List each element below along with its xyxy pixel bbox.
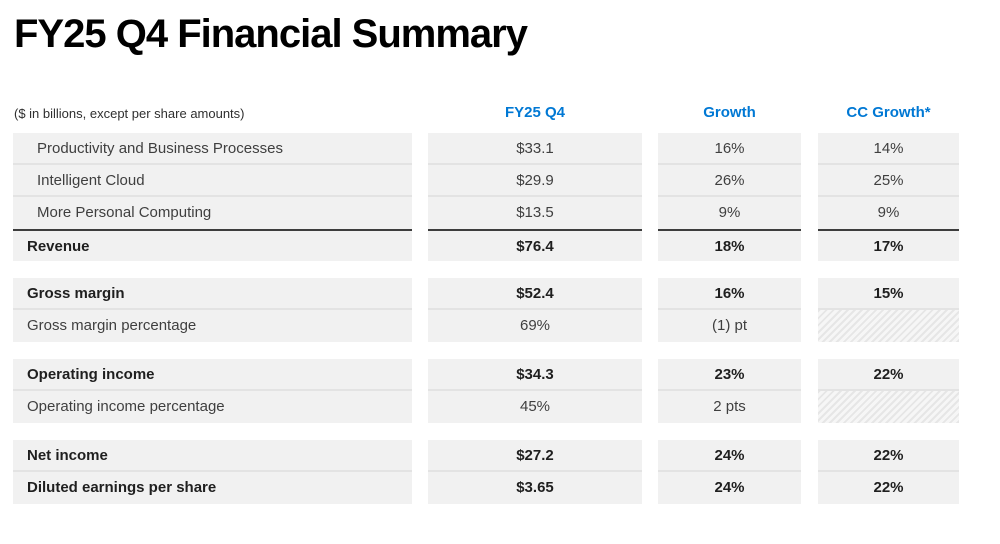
value-cell-growth: 16% — [658, 133, 801, 165]
row-label: Productivity and Business Processes — [13, 133, 412, 165]
value-cell-growth: 9% — [658, 197, 801, 229]
column-header-fy25-q4: FY25 Q4 — [504, 104, 566, 121]
table-row: Diluted earnings per share $3.65 24% 22% — [13, 472, 1000, 504]
row-label: Diluted earnings per share — [13, 472, 412, 504]
value-cell-fy25-q4: $27.2 — [428, 440, 642, 472]
value-cell-fy25-q4: $29.9 — [428, 165, 642, 197]
section-net-income: Net income $27.2 24% 22% Diluted earning… — [13, 440, 1000, 504]
table-row: Net income $27.2 24% 22% — [13, 440, 1000, 472]
row-label: Operating income — [13, 359, 412, 391]
value-cell-growth: 24% — [658, 472, 801, 504]
value-cell-fy25-q4: $13.5 — [428, 197, 642, 229]
value-cell-cc-growth: 17% — [818, 229, 959, 261]
units-note: ($ in billions, except per share amounts… — [14, 106, 245, 121]
value-cell-cc-growth: 25% — [818, 165, 959, 197]
slide: FY25 Q4 Financial Summary ($ in billions… — [0, 10, 1000, 544]
value-cell-cc-growth: 15% — [818, 278, 959, 310]
value-cell-growth: 24% — [658, 440, 801, 472]
row-label: Revenue — [13, 229, 412, 261]
table-row: More Personal Computing $13.5 9% 9% — [13, 197, 1000, 229]
column-header-cc-growth: CC Growth* — [846, 104, 931, 121]
value-cell-growth: 26% — [658, 165, 801, 197]
row-label: Operating income percentage — [13, 391, 412, 423]
table-row: Intelligent Cloud $29.9 26% 25% — [13, 165, 1000, 197]
value-cell-growth: 23% — [658, 359, 801, 391]
table-row: Operating income percentage 45% 2 pts — [13, 391, 1000, 423]
page-title: FY25 Q4 Financial Summary — [14, 12, 528, 56]
financial-table: ($ in billions, except per share amounts… — [13, 101, 1000, 504]
table-row: Gross margin $52.4 16% 15% — [13, 278, 1000, 310]
table-header-row: ($ in billions, except per share amounts… — [13, 101, 1000, 121]
row-label: More Personal Computing — [13, 197, 412, 229]
value-cell-fy25-q4: $3.65 — [428, 472, 642, 504]
value-cell-cc-growth: 22% — [818, 472, 959, 504]
value-cell-fy25-q4: $34.3 — [428, 359, 642, 391]
value-cell-cc-growth: 22% — [818, 440, 959, 472]
row-label: Net income — [13, 440, 412, 472]
table-row: Productivity and Business Processes $33.… — [13, 133, 1000, 165]
value-cell-growth: 18% — [658, 229, 801, 261]
value-cell-fy25-q4: $76.4 — [428, 229, 642, 261]
value-cell-cc-growth — [818, 310, 959, 342]
value-cell-cc-growth: 22% — [818, 359, 959, 391]
row-label: Gross margin percentage — [13, 310, 412, 342]
row-label: Intelligent Cloud — [13, 165, 412, 197]
value-cell-fy25-q4: 45% — [428, 391, 642, 423]
value-cell-growth: 2 pts — [658, 391, 801, 423]
section-gross-margin: Gross margin $52.4 16% 15% Gross margin … — [13, 278, 1000, 342]
value-cell-fy25-q4: $33.1 — [428, 133, 642, 165]
value-cell-fy25-q4: 69% — [428, 310, 642, 342]
value-cell-cc-growth — [818, 391, 959, 423]
value-cell-growth: 16% — [658, 278, 801, 310]
row-label: Gross margin — [13, 278, 412, 310]
value-cell-growth: (1) pt — [658, 310, 801, 342]
section-operating-income: Operating income $34.3 23% 22% Operating… — [13, 359, 1000, 423]
value-cell-cc-growth: 9% — [818, 197, 959, 229]
table-row: Gross margin percentage 69% (1) pt — [13, 310, 1000, 342]
section-revenue: Productivity and Business Processes $33.… — [13, 133, 1000, 261]
value-cell-fy25-q4: $52.4 — [428, 278, 642, 310]
table-body: Productivity and Business Processes $33.… — [13, 133, 1000, 504]
table-row: Operating income $34.3 23% 22% — [13, 359, 1000, 391]
table-row: Revenue $76.4 18% 17% — [13, 229, 1000, 261]
column-header-growth: Growth — [703, 104, 756, 121]
value-cell-cc-growth: 14% — [818, 133, 959, 165]
